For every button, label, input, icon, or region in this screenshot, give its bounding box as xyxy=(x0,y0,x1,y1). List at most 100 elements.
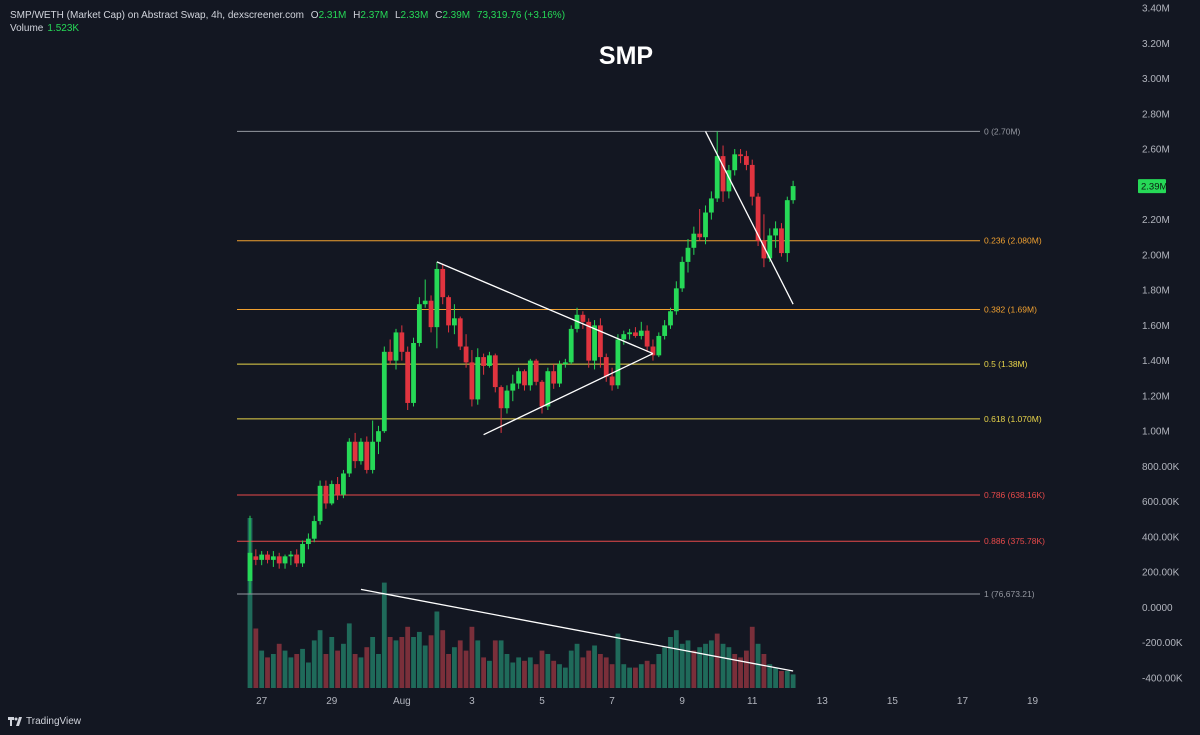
volume-bar xyxy=(738,657,743,688)
candle-body xyxy=(475,357,481,400)
y-axis-tick-label: -400.00K xyxy=(1142,674,1183,685)
volume-bar xyxy=(265,657,270,688)
trendline xyxy=(483,352,654,436)
volume-bar xyxy=(767,664,773,688)
volume-bar xyxy=(381,582,387,688)
volume-bar xyxy=(516,657,522,688)
candle-body xyxy=(761,240,767,259)
volume-bar xyxy=(539,650,545,688)
candle-body xyxy=(259,554,265,560)
candle-body xyxy=(452,318,457,326)
y-axis-tick-label: 600.00K xyxy=(1142,497,1180,508)
candle-body xyxy=(598,325,603,358)
volume-bar xyxy=(708,640,714,688)
volume-bar xyxy=(527,657,533,688)
candle-body xyxy=(487,355,492,366)
volume-bar xyxy=(749,626,755,688)
volume-bar xyxy=(411,637,416,688)
volume-bar xyxy=(276,643,282,688)
change-value: 73,319.76 (+3.16%) xyxy=(476,10,566,21)
x-axis-tick-label: 3 xyxy=(469,696,475,707)
y-axis-tick-label: 1.40M xyxy=(1142,356,1170,367)
candle-body xyxy=(370,441,376,470)
y-axis-tick-label: 2.60M xyxy=(1142,145,1170,156)
candle-body xyxy=(306,538,311,544)
volume-bar xyxy=(481,657,486,688)
volume-bar xyxy=(638,664,644,688)
volume-bar xyxy=(399,637,405,688)
volume-bar xyxy=(270,654,276,688)
y-axis-tick-label: 0.0000 xyxy=(1142,603,1173,614)
volume-bar xyxy=(300,648,305,688)
y-axis-tick-label: 1.00M xyxy=(1142,427,1170,438)
candle-body xyxy=(720,156,726,192)
candle-body xyxy=(492,355,498,388)
candle-body xyxy=(411,343,416,403)
candle-body xyxy=(434,268,440,328)
volume-bar xyxy=(598,654,603,688)
candle-body xyxy=(522,371,527,386)
fib-level-label: 1 (76,673.21) xyxy=(984,589,1035,599)
volume-bar xyxy=(352,654,358,688)
volume-bar xyxy=(492,640,498,688)
candle-body xyxy=(668,311,673,326)
candle-body xyxy=(376,431,381,442)
y-axis-tick-label: 1.20M xyxy=(1142,391,1170,402)
candle-body xyxy=(527,360,533,386)
candle-body xyxy=(691,233,697,248)
tradingview-logo[interactable]: TradingView xyxy=(8,716,81,727)
chart-title: SMP xyxy=(598,42,654,70)
candle-body xyxy=(784,200,790,254)
volume-bar xyxy=(726,647,732,688)
candle-body xyxy=(621,334,627,340)
volume-bar xyxy=(551,660,557,688)
x-axis-tick-label: 29 xyxy=(326,696,338,707)
volume-bar xyxy=(469,626,475,688)
x-axis-tick-label: 9 xyxy=(679,696,685,707)
high-value: 2.37M xyxy=(360,10,389,21)
candle-body xyxy=(779,228,784,254)
candle-body xyxy=(679,261,685,289)
candle-body xyxy=(726,170,732,192)
y-axis-tick-label: -200.00K xyxy=(1142,638,1183,649)
volume-bar xyxy=(633,667,638,688)
candle-body xyxy=(744,156,749,165)
volume-bar xyxy=(457,640,463,688)
volume-bar xyxy=(253,628,259,688)
volume-bar xyxy=(668,637,673,688)
candle-body xyxy=(539,381,545,407)
volume-bar xyxy=(603,657,609,688)
x-axis-tick-label: 7 xyxy=(609,696,615,707)
volume-bar xyxy=(487,660,492,688)
volume-bar xyxy=(422,645,428,688)
volume-bar xyxy=(662,647,668,688)
candle-body xyxy=(504,390,510,409)
open-value: 2.31M xyxy=(318,10,347,21)
y-axis-tick-label: 1.80M xyxy=(1142,286,1170,297)
candle-body xyxy=(270,556,276,560)
volume-bar xyxy=(790,674,796,688)
fib-level-label: 0 (2.70M) xyxy=(984,126,1021,136)
volume-bar xyxy=(592,645,597,688)
volume-bar xyxy=(294,654,300,688)
volume-bar xyxy=(329,637,335,688)
volume-bar xyxy=(779,671,784,688)
candle-body xyxy=(627,332,632,335)
candle-body xyxy=(562,362,568,365)
x-axis-tick-label: 11 xyxy=(747,696,758,707)
candle-body xyxy=(673,288,679,312)
y-axis-tick-label: 800.00K xyxy=(1142,462,1180,473)
x-axis-tick-label: 5 xyxy=(539,696,545,707)
fib-level-label: 0.236 (2.080M) xyxy=(984,236,1042,246)
x-axis-tick-label: Aug xyxy=(393,696,411,707)
candle-body xyxy=(440,268,446,298)
volume-trendline xyxy=(360,588,794,672)
candle-body xyxy=(422,300,428,305)
volume-bar xyxy=(679,643,685,688)
volume-bar xyxy=(691,650,697,688)
candle-body xyxy=(545,371,551,407)
candle-body xyxy=(749,164,755,197)
volume-bar xyxy=(393,640,399,688)
candle-body xyxy=(323,485,329,504)
